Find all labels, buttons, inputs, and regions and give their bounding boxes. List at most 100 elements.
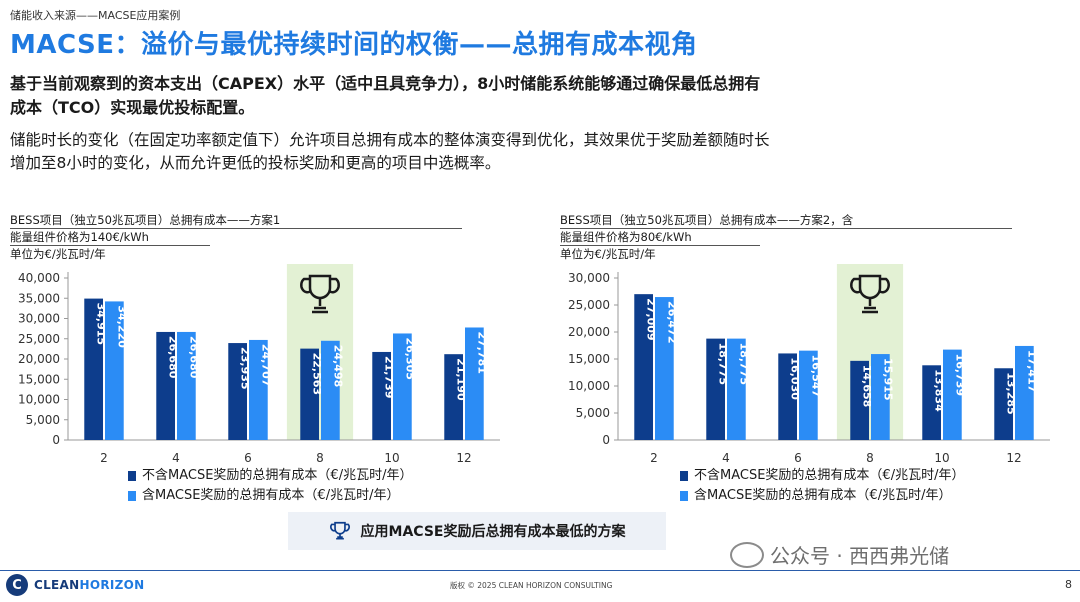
chart1-xtick-label: 2 xyxy=(100,451,108,465)
chart2-bar-s2-10 xyxy=(943,349,962,440)
chart1-data-label-s2-10: 26,305 xyxy=(403,337,416,379)
chart2-unit: 单位为€/兆瓦时/年 xyxy=(560,247,656,261)
chart1-bar-s1-10 xyxy=(372,351,391,440)
chart1-ytick-label: 40,000 xyxy=(18,271,60,285)
copyright: 版权 © 2025 CLEAN HORIZON CONSULTING xyxy=(450,581,613,590)
chart1-data-label-s1-2: 34,915 xyxy=(95,303,108,345)
chart2-data-label-s2-4: 18,775 xyxy=(737,343,750,385)
chart1-svg: 0 5,000 10,000 15,000 20,000 25,000 30,000 35,0… xyxy=(18,264,500,465)
chart1-bar-s2-4 xyxy=(177,331,196,440)
chart1-trophy-icon xyxy=(300,274,340,314)
chart1-xtick-label: 8 xyxy=(316,451,324,465)
chart2-data-label-s2-8: 15,915 xyxy=(881,358,894,400)
chart2-bar-s1-4 xyxy=(706,338,725,440)
chart1-legend-item-light: 含MACSE奖励的总拥有成本（€/兆瓦时/年） xyxy=(128,486,412,506)
subtitle-bold: 基于当前观察到的资本支出（CAPEX）水平（适中且具竞争力），8小时储能系统能够… xyxy=(10,74,761,117)
chart1-bar-s2-6 xyxy=(249,339,268,440)
chart2-ytick-label: 5,000 xyxy=(576,406,610,420)
page-title: MACSE：溢价与最优持续时间的权衡——总拥有成本视角 xyxy=(10,30,698,60)
chart1-data-label-s2-6: 24,707 xyxy=(259,344,272,386)
chart1-ytick-label: 30,000 xyxy=(18,312,60,326)
chart1-title: BESS项目（独立50兆瓦项目）总拥有成本——方案1 xyxy=(10,212,462,229)
chart2-data-label-s1-4: 18,775 xyxy=(717,343,730,385)
chart1-ytick-label: 0 xyxy=(52,433,60,447)
chart1-data-label-s1-12: 21,190 xyxy=(455,358,468,401)
chart1-data-label-s2-2: 34,220 xyxy=(115,305,128,348)
chart1-bar-s2-10 xyxy=(393,333,412,440)
logo-mark-icon: C xyxy=(6,574,28,596)
chart2-xtick-label: 12 xyxy=(1006,451,1021,465)
chart1-bar-s2-12 xyxy=(465,327,484,440)
chart1-unit: 单位为€/兆瓦时/年 xyxy=(10,247,106,261)
chart1-bar-s1-4 xyxy=(156,331,175,440)
chart1-data-label-s2-4: 26,680 xyxy=(187,336,200,379)
chart1-xtick-label: 10 xyxy=(384,451,399,465)
chart2-data-label-s1-8: 14,658 xyxy=(861,365,874,407)
chart2-data-label-s1-2: 27,009 xyxy=(645,298,658,340)
chart2-ytick-label: 20,000 xyxy=(568,325,610,339)
chart1-legend-item-dark: 不含MACSE奖励的总拥有成本（€/兆瓦时/年） xyxy=(128,466,412,486)
chart2-trophy-icon xyxy=(850,274,890,314)
chart2-data-label-s2-10: 16,739 xyxy=(953,354,966,396)
chart1-xtick-label: 6 xyxy=(244,451,252,465)
chart2-ytick-label: 10,000 xyxy=(568,379,610,393)
chart1-data-label-s2-8: 24,498 xyxy=(331,345,344,387)
chart2-highlight-band xyxy=(836,264,904,440)
chart2-bar-s2-4 xyxy=(727,338,746,440)
watermark: 公众号 · 西西弗光储 xyxy=(730,540,949,569)
chart1-bar-s1-8 xyxy=(300,348,319,440)
chart1-data-label-s1-4: 26,680 xyxy=(167,336,180,379)
chart2-data-label-s1-6: 16,030 xyxy=(789,357,802,400)
breadcrumb: 储能收入来源——MACSE应用案例 xyxy=(10,9,181,22)
chart1-ytick-label: 25,000 xyxy=(18,332,60,346)
trophy-icon xyxy=(329,521,350,540)
chart2-header: BESS项目（独立50兆瓦项目）总拥有成本——方案2，含 能量组件价格为80€/… xyxy=(560,212,1012,262)
chart2-xtick-label: 8 xyxy=(866,451,874,465)
chart2-xtick-label: 2 xyxy=(650,451,658,465)
chart2-subtitle: 能量组件价格为80€/kWh xyxy=(560,229,760,246)
chart2-ytick-label: 15,000 xyxy=(568,352,610,366)
wechat-icon xyxy=(730,541,764,568)
chart1-data-label-s2-12: 27,781 xyxy=(475,331,488,373)
chart1-ytick-label: 10,000 xyxy=(18,393,60,407)
chart2-xtick-label: 6 xyxy=(794,451,802,465)
chart2-title: BESS项目（独立50兆瓦项目）总拥有成本——方案2，含 xyxy=(560,212,1012,229)
chart1-legend: 不含MACSE奖励的总拥有成本（€/兆瓦时/年） 含MACSE奖励的总拥有成本（… xyxy=(128,466,412,506)
chart1-bar-s2-2 xyxy=(105,301,124,440)
chart2-legend: 不含MACSE奖励的总拥有成本（€/兆瓦时/年） 含MACSE奖励的总拥有成本（… xyxy=(680,466,964,506)
chart1-bar-s1-12 xyxy=(444,354,463,440)
chart2-data-label-s2-12: 17,417 xyxy=(1025,350,1038,392)
chart2-ytick-label: 25,000 xyxy=(568,298,610,312)
chart2-bar-s1-10 xyxy=(922,365,941,440)
chart2-bar-s1-12 xyxy=(994,368,1013,440)
chart2-bar-s1-8 xyxy=(850,360,869,440)
chart1-highlight-band xyxy=(286,264,354,440)
chart2-legend-item-dark: 不含MACSE奖励的总拥有成本（€/兆瓦时/年） xyxy=(680,466,964,486)
chart2-bar-s2-6 xyxy=(799,350,818,440)
chart2-legend-item-light: 含MACSE奖励的总拥有成本（€/兆瓦时/年） xyxy=(680,486,964,506)
footer-divider xyxy=(0,570,1080,571)
chart2-bar-s2-8 xyxy=(871,354,890,440)
chart1-subtitle: 能量组件价格为140€/kWh xyxy=(10,229,210,246)
chart2-bar-s2-12 xyxy=(1015,345,1034,440)
callout-text: 应用MACSE奖励后总拥有成本最低的方案 xyxy=(360,524,626,540)
chart1-ytick-label: 15,000 xyxy=(18,372,60,386)
chart1-data-label-s1-10: 21,739 xyxy=(383,356,396,398)
subtitle-text: 储能时长的变化（在固定功率额定值下）允许项目总拥有成本的整体演变得到优化，其效果… xyxy=(10,131,770,172)
chart2-xtick-label: 4 xyxy=(722,451,730,465)
chart1-xtick-label: 4 xyxy=(172,451,180,465)
chart1-ytick-label: 5,000 xyxy=(26,413,60,427)
callout-box: 应用MACSE奖励后总拥有成本最低的方案 xyxy=(288,512,666,550)
chart1-bar-s2-8 xyxy=(321,340,340,440)
chart2-data-label-s1-10: 13,834 xyxy=(933,369,946,412)
chart2-data-label-s2-2: 26,472 xyxy=(665,301,678,343)
chart1-data-label-s1-6: 23,935 xyxy=(239,347,252,389)
chart1-xtick-label: 12 xyxy=(456,451,471,465)
chart1-ytick-label: 20,000 xyxy=(18,352,60,366)
chart2-data-label-s2-6: 16,547 xyxy=(809,355,822,397)
chart1-header: BESS项目（独立50兆瓦项目）总拥有成本——方案1 能量组件价格为140€/k… xyxy=(10,212,462,262)
chart2-ytick-label: 0 xyxy=(602,433,610,447)
chart1-bar-s1-6 xyxy=(228,343,247,440)
chart2-bar-s1-2 xyxy=(634,294,653,440)
chart2-data-label-s1-12: 13,285 xyxy=(1005,372,1018,414)
